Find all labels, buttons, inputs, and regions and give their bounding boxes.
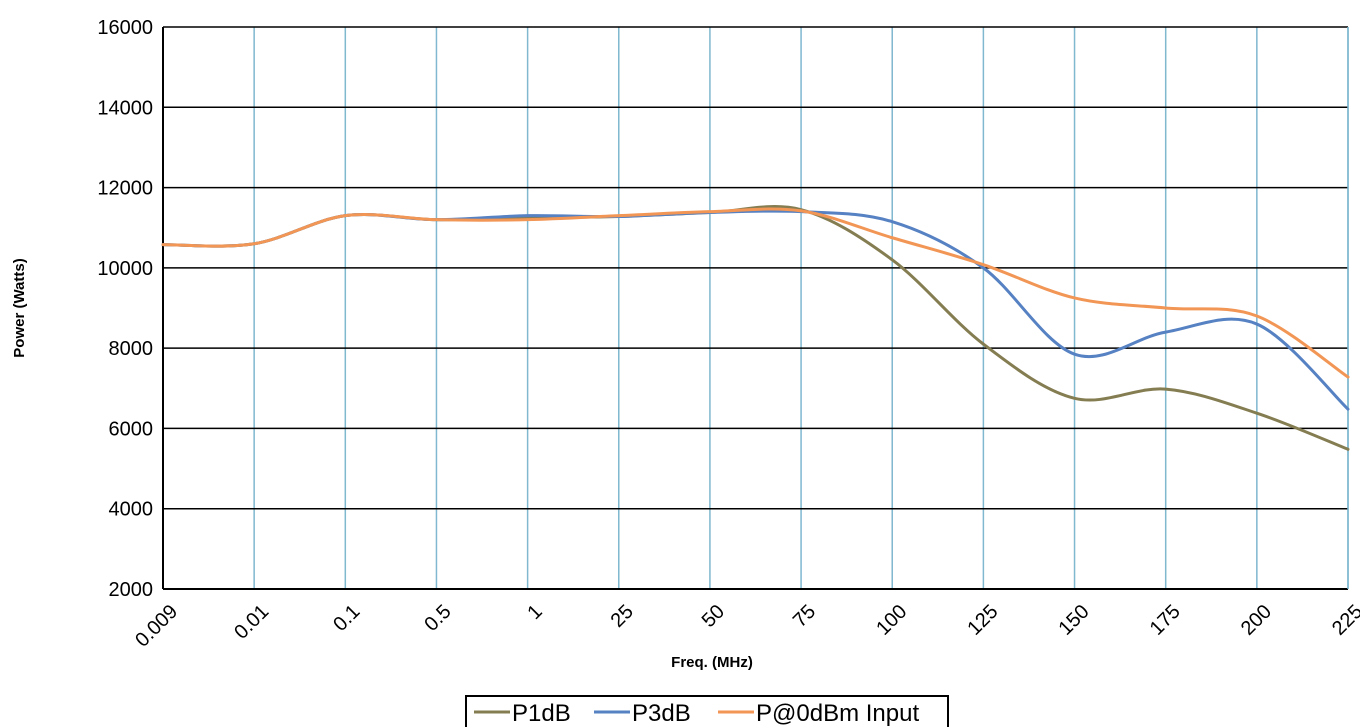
x-tick-label: 50 [698,601,729,632]
legend-label: P1dB [512,700,571,727]
x-tick-label: 125 [963,601,1002,640]
y-tick-label: 10000 [97,258,153,280]
y-tick-label: 8000 [109,338,154,360]
legend-box [465,695,949,727]
x-tick-label: 1 [523,601,546,624]
legend: P1dB P3dB P@0dBm Input [465,695,949,727]
x-tick-label: 25 [607,601,638,632]
y-axis-title: Power (Watts) [11,258,28,357]
series-line-0 [161,205,1350,451]
legend-label: P3dB [632,700,691,727]
grid [162,26,1349,590]
x-tick-label: 150 [1055,601,1094,640]
x-tick-labels: 0.009 0.01 0.1 0.5 1 25 50 75 100 125 150 175 200 225 [131,601,1360,652]
x-tick-label: 0.009 [131,601,182,652]
series-line-2 [161,207,1350,379]
x-tick-label: 0.1 [329,601,364,636]
y-tick-label: 14000 [97,97,153,119]
y-tick-label: 16000 [97,17,153,39]
series-line-1 [161,209,1350,411]
y-tick-labels: 2000 4000 6000 8000 10000 12000 14000 16000 [97,17,153,601]
x-tick-label: 225 [1328,601,1360,640]
x-tick-label: 0.01 [230,601,273,644]
y-tick-label: 4000 [109,499,154,521]
x-tick-label: 75 [789,601,820,632]
legend-label: P@0dBm Input [756,700,919,727]
x-tick-label: 200 [1237,601,1276,640]
x-tick-label: 0.5 [420,601,455,636]
x-axis-title: Freq. (MHz) [671,654,753,671]
x-tick-label: 175 [1146,601,1185,640]
x-tick-label: 100 [872,601,911,640]
y-tick-label: 6000 [109,418,154,440]
y-tick-label: 2000 [109,579,154,601]
series-lines [161,205,1350,451]
y-tick-label: 12000 [97,178,153,200]
